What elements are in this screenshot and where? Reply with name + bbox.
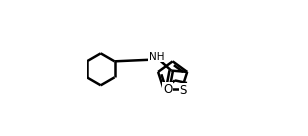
Text: O: O [163,83,172,96]
Text: S: S [179,84,187,97]
Text: NH: NH [149,52,164,62]
